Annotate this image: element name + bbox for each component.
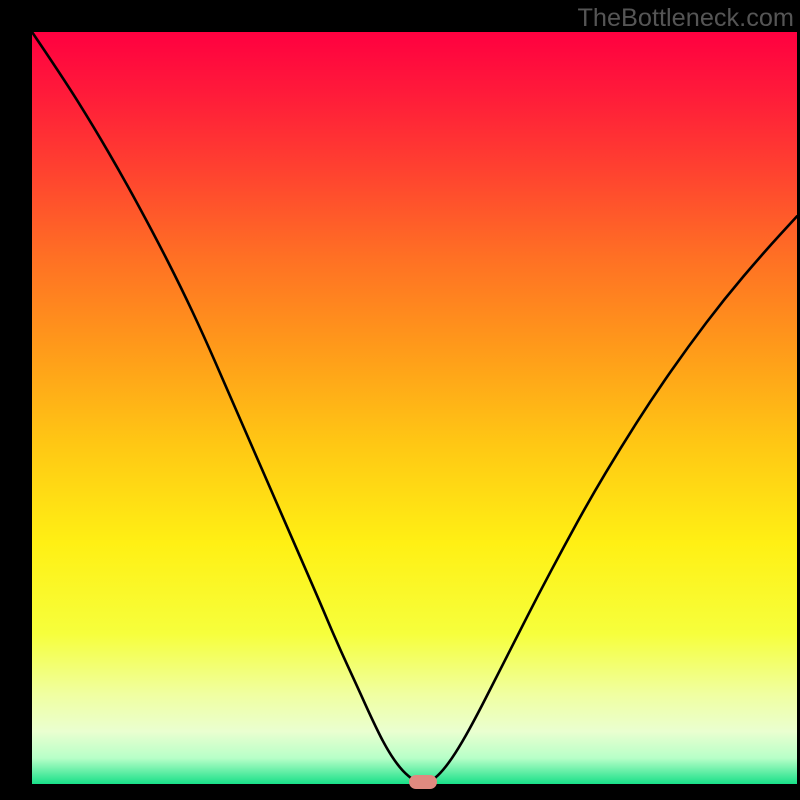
bottleneck-curve [32,32,797,784]
plot-area [32,32,797,784]
curve-path [32,32,797,783]
optimum-marker [409,775,437,789]
canvas: TheBottleneck.com [0,0,800,800]
watermark-text: TheBottleneck.com [577,4,794,33]
